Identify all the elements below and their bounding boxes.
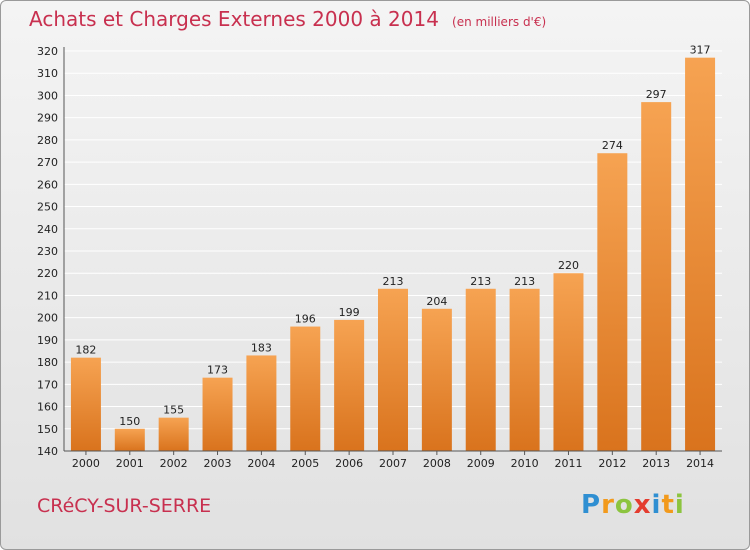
bar-2004 <box>246 355 277 451</box>
bar-2006 <box>334 319 365 451</box>
data-label: 213 <box>514 275 535 288</box>
logo-letter: P <box>581 490 602 520</box>
x-tick-label: 2011 <box>554 457 582 470</box>
data-label: 204 <box>426 295 447 308</box>
proxiti-logo: Proxiti <box>581 490 685 520</box>
bar-2003 <box>202 377 233 451</box>
x-tick-label: 2014 <box>686 457 714 470</box>
bar-2000 <box>70 357 101 451</box>
y-tick-label: 210 <box>37 289 58 302</box>
bar-2009 <box>465 288 496 451</box>
y-tick-label: 310 <box>37 67 58 80</box>
x-tick-label: 2012 <box>598 457 626 470</box>
x-tick-label: 2001 <box>116 457 144 470</box>
x-tick-label: 2006 <box>335 457 363 470</box>
data-label: 155 <box>163 404 184 417</box>
y-tick-label: 200 <box>37 312 58 325</box>
data-label: 213 <box>470 275 491 288</box>
y-tick-label: 270 <box>37 156 58 169</box>
bar-2014 <box>685 57 716 452</box>
x-tick-label: 2013 <box>642 457 670 470</box>
bar-2008 <box>421 308 452 451</box>
bar-2012 <box>597 153 628 451</box>
x-tick-label: 2002 <box>160 457 188 470</box>
y-tick-label: 150 <box>37 423 58 436</box>
data-label: 199 <box>339 306 360 319</box>
x-tick-label: 2003 <box>204 457 232 470</box>
bar-2013 <box>641 102 672 451</box>
chart-title: Achats et Charges Externes 2000 à 2014 <box>29 7 439 31</box>
data-label: 213 <box>383 275 404 288</box>
x-tick-label: 2009 <box>467 457 495 470</box>
y-tick-label: 140 <box>37 445 58 458</box>
y-tick-label: 180 <box>37 356 58 369</box>
bar-2005 <box>290 326 321 451</box>
bars: 182 150 155 173 183 196 199 213 204 213 213 220 274 2… <box>70 44 716 452</box>
bar-2010 <box>509 288 540 451</box>
y-tick-label: 220 <box>37 267 58 280</box>
x-tick-label: 2004 <box>247 457 275 470</box>
commune-name: CRéCY-SUR-SERRE <box>37 495 212 517</box>
bar-2001 <box>114 428 145 451</box>
x-tick-label: 2007 <box>379 457 407 470</box>
data-label: 196 <box>295 313 316 326</box>
x-tick-label: 2005 <box>291 457 319 470</box>
logo-letter: x <box>633 490 652 520</box>
y-tick-label: 160 <box>37 401 58 414</box>
logo-letter: i <box>651 490 662 520</box>
data-label: 220 <box>558 259 579 272</box>
data-label: 150 <box>119 415 140 428</box>
logo-letter: r <box>601 490 615 520</box>
logo-letter: o <box>614 490 634 520</box>
data-label: 182 <box>75 344 96 357</box>
data-label: 183 <box>251 341 272 354</box>
bar-2011 <box>553 273 584 451</box>
bar-2002 <box>158 417 189 451</box>
y-tick-label: 240 <box>37 223 58 236</box>
y-tick-label: 230 <box>37 245 58 258</box>
title-block: Achats et Charges Externes 2000 à 2014 (… <box>29 7 546 31</box>
bar-2007 <box>378 288 408 451</box>
y-tick-label: 300 <box>37 89 58 102</box>
y-tick-label: 260 <box>37 178 58 191</box>
chart-unit: (en milliers d'€) <box>452 15 547 29</box>
axes: 140 150 160 170 180 190 200 210 220 230 240 250 260 2… <box>37 45 722 470</box>
y-tick-label: 290 <box>37 112 58 125</box>
x-tick-label: 2000 <box>72 457 100 470</box>
y-tick-label: 170 <box>37 378 58 391</box>
y-tick-label: 250 <box>37 201 58 214</box>
y-tick-label: 190 <box>37 334 58 347</box>
x-tick-label: 2010 <box>511 457 539 470</box>
data-label: 317 <box>690 44 711 57</box>
y-tick-label: 320 <box>37 45 58 58</box>
data-label: 297 <box>646 88 667 101</box>
data-label: 173 <box>207 364 228 377</box>
y-tick-label: 280 <box>37 134 58 147</box>
logo-letter: t <box>661 490 675 520</box>
logo-letter: i <box>674 490 685 520</box>
x-tick-label: 2008 <box>423 457 451 470</box>
data-label: 274 <box>602 139 623 152</box>
